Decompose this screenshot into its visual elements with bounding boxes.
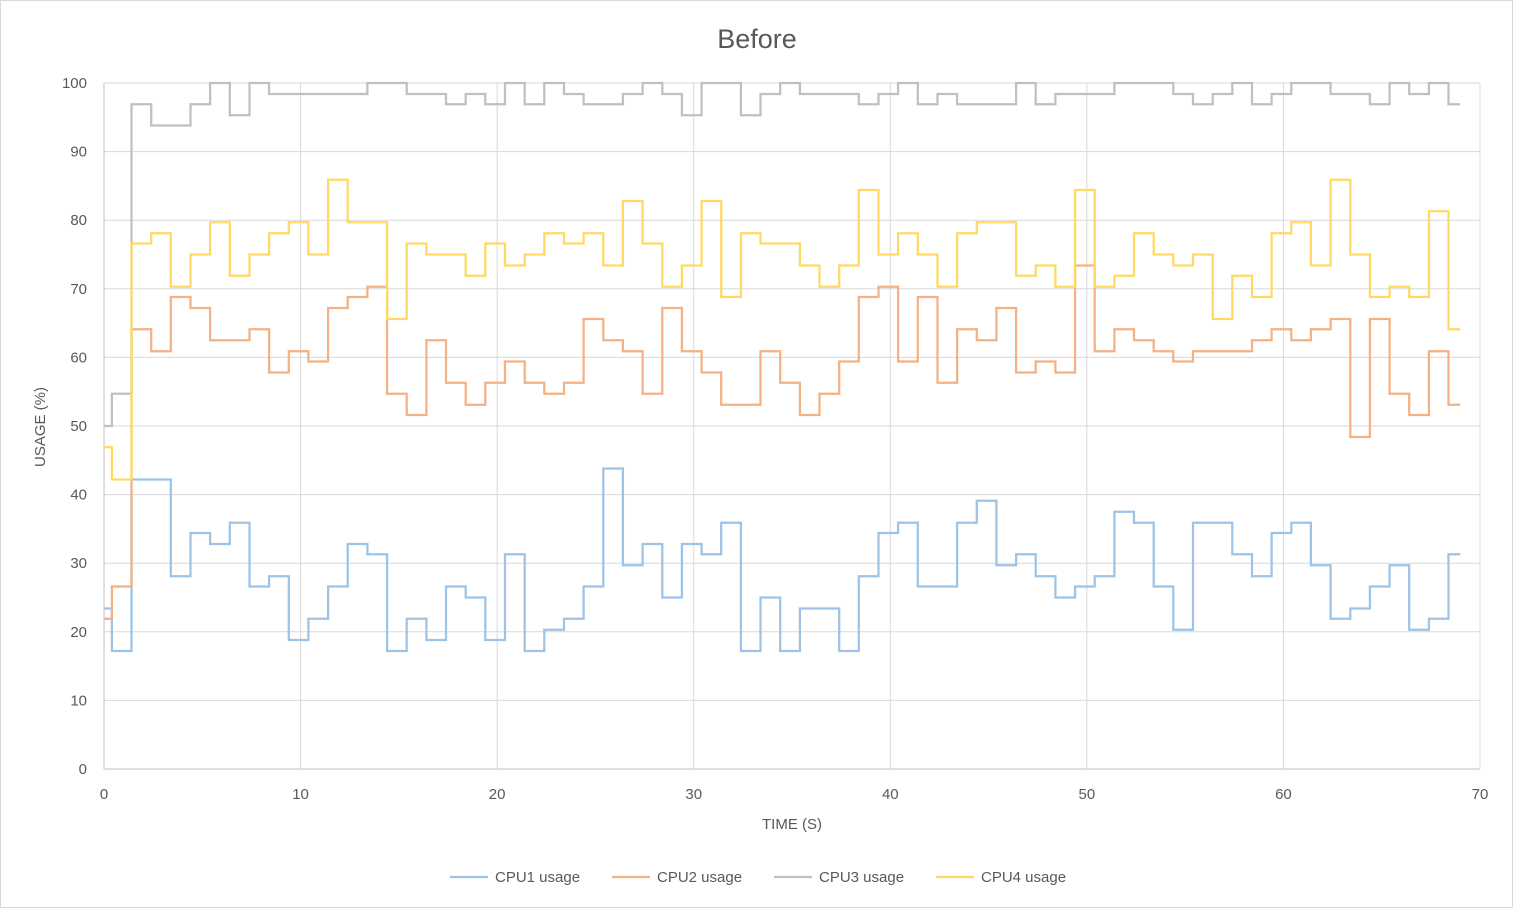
x-tick-label: 60 <box>1275 786 1292 803</box>
legend-item-cpu1: CPU1 usage <box>450 869 580 886</box>
legend-item-cpu2: CPU2 usage <box>612 869 742 886</box>
y-tick-label: 30 <box>70 555 87 572</box>
y-tick-label: 60 <box>70 349 87 366</box>
y-tick-label: 40 <box>70 487 87 504</box>
series-line-cpu3 <box>104 81 1461 428</box>
y-tick-label: 0 <box>79 761 87 778</box>
legend-item-cpu4: CPU4 usage <box>936 869 1066 886</box>
x-axis-label: TIME (S) <box>762 816 822 833</box>
x-tick-label: 50 <box>1079 786 1096 803</box>
x-tick-label: 40 <box>882 786 899 803</box>
series-line-cpu2 <box>104 264 1461 620</box>
legend-item-cpu3: CPU3 usage <box>774 869 904 886</box>
y-tick-label: 100 <box>62 75 87 92</box>
legend-label: CPU4 usage <box>981 869 1066 886</box>
y-tick-label: 80 <box>70 212 87 229</box>
legend-label: CPU2 usage <box>657 869 742 886</box>
y-tick-label: 20 <box>70 624 87 641</box>
legend-label: CPU1 usage <box>495 869 580 886</box>
series-line-cpu1 <box>104 467 1461 653</box>
y-tick-label: 10 <box>70 692 87 709</box>
y-tick-label: 70 <box>70 281 87 298</box>
legend: CPU1 usage CPU2 usage CPU3 usage CPU4 usage <box>450 869 1066 886</box>
y-tick-label: 90 <box>70 144 87 161</box>
x-tick-label: 20 <box>489 786 506 803</box>
x-tick-label: 70 <box>1472 786 1489 803</box>
y-tick-label: 50 <box>70 418 87 435</box>
series-lines <box>104 81 1461 653</box>
x-tick-label: 10 <box>292 786 309 803</box>
gridlines <box>104 82 1481 769</box>
x-tick-label: 30 <box>685 786 702 803</box>
x-tick-label: 0 <box>100 786 108 803</box>
series-line-cpu4 <box>104 178 1461 481</box>
y-axis-label: USAGE (%) <box>32 387 49 467</box>
tick-labels: 0 10 20 30 40 50 60 70 80 90 100 0 10 20 30 40 50 60 70 <box>62 75 1488 803</box>
legend-label: CPU3 usage <box>819 869 904 886</box>
chart-title: Before <box>717 24 797 54</box>
